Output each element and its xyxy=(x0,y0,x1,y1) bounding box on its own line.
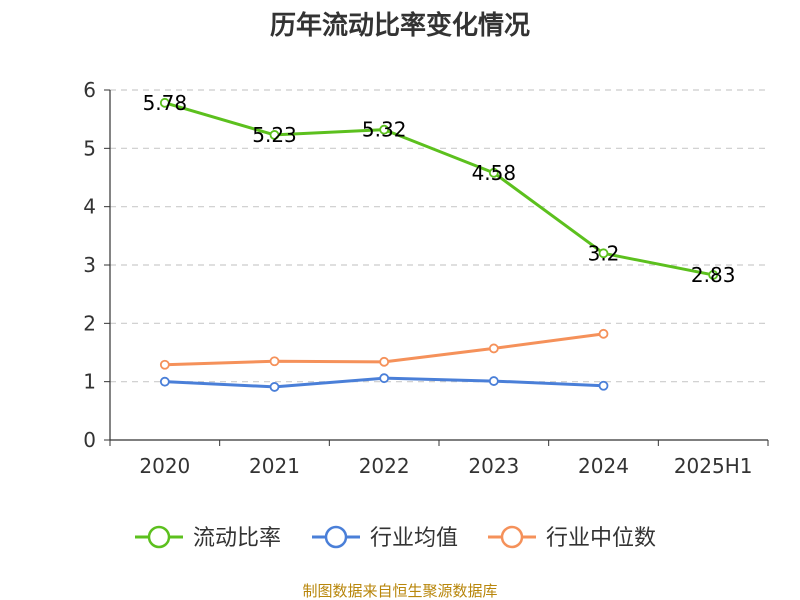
x-tick-label: 2024 xyxy=(578,454,629,478)
data-point[interactable] xyxy=(159,359,170,370)
data-labels: 5.78 5.23 5.32 4.58 3.2 2.83 xyxy=(143,91,736,287)
data-point[interactable] xyxy=(598,248,609,259)
chart-title: 历年流动比率变化情况 xyxy=(270,10,530,41)
series-lines xyxy=(159,97,719,392)
y-tick-label: 1 xyxy=(83,370,96,394)
data-point[interactable] xyxy=(379,356,390,367)
data-label: 4.58 xyxy=(472,161,517,185)
data-point[interactable] xyxy=(488,167,499,178)
x-tick-label: 2023 xyxy=(468,454,519,478)
data-point[interactable] xyxy=(598,328,609,339)
x-tick-label: 2021 xyxy=(249,454,300,478)
data-point[interactable] xyxy=(159,97,170,108)
data-point[interactable] xyxy=(159,376,170,387)
legend-circle-icon xyxy=(147,525,171,549)
source-note: 制图数据来自恒生聚源数据库 xyxy=(302,582,497,600)
y-tick-label: 5 xyxy=(83,136,96,160)
legend-item-2[interactable]: 行业中位数 xyxy=(488,525,656,551)
data-point[interactable] xyxy=(269,130,280,140)
x-tick-label: 2025H1 xyxy=(674,454,753,478)
legend-circle-icon xyxy=(500,525,524,549)
y-tick-label: 2 xyxy=(83,311,96,335)
legend-circle-icon xyxy=(324,525,348,549)
data-point[interactable] xyxy=(488,376,499,386)
axes: 0 1 2 3 4 5 6 2020 2021 2022 2023 2024 2025H1 xyxy=(83,78,769,478)
data-point[interactable] xyxy=(269,382,280,392)
gridlines xyxy=(110,89,768,383)
data-point[interactable] xyxy=(598,380,609,391)
y-tick-label: 6 xyxy=(83,78,96,102)
data-label: 5.32 xyxy=(362,118,407,142)
legend-label: 行业中位数 xyxy=(546,526,656,551)
data-point[interactable] xyxy=(379,373,390,384)
y-tick-label: 3 xyxy=(83,253,96,277)
data-label: 5.78 xyxy=(143,91,188,115)
legend-item-1[interactable]: 行业均值 xyxy=(312,525,458,551)
y-tick-label: 0 xyxy=(83,428,96,452)
data-point[interactable] xyxy=(488,343,499,354)
data-point[interactable] xyxy=(708,270,719,280)
data-label: 5.23 xyxy=(252,123,297,147)
data-point[interactable] xyxy=(379,124,390,135)
legend-label: 流动比率 xyxy=(193,526,281,551)
legend[interactable]: 流动比率 行业均值 行业中位数 xyxy=(135,525,656,551)
legend-item-0[interactable]: 流动比率 xyxy=(135,525,281,551)
y-tick-label: 4 xyxy=(83,195,96,219)
series-line-0 xyxy=(164,101,714,277)
data-point[interactable] xyxy=(269,356,280,367)
x-tick-label: 2022 xyxy=(359,454,410,478)
legend-label: 行业均值 xyxy=(370,526,458,551)
data-label: 2.83 xyxy=(691,263,736,287)
x-tick-label: 2020 xyxy=(139,454,190,478)
data-label: 3.2 xyxy=(588,241,620,265)
